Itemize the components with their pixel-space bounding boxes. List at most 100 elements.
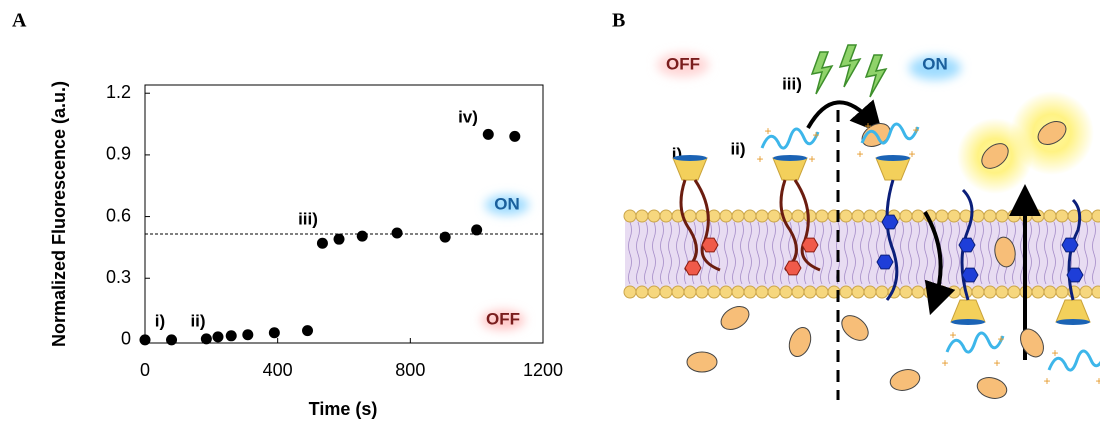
lipid-head xyxy=(755,285,769,299)
point xyxy=(356,230,368,242)
lipid-head xyxy=(863,209,877,223)
lipid-head xyxy=(815,285,829,299)
point xyxy=(225,330,237,342)
receptor xyxy=(950,299,986,323)
lipid-tail xyxy=(636,221,640,285)
lipid-head xyxy=(911,285,925,299)
lipid-tail xyxy=(924,221,928,285)
annotation: iv) xyxy=(458,107,478,126)
receptor xyxy=(772,157,808,181)
lipid-head xyxy=(731,209,745,223)
lipid-head xyxy=(815,209,829,223)
lipid-tail xyxy=(708,221,712,285)
lipid-head xyxy=(767,209,781,223)
charge: + xyxy=(912,123,919,137)
molecule xyxy=(720,306,750,330)
receptor-rim xyxy=(673,155,707,161)
peptide xyxy=(760,127,820,150)
receptor xyxy=(672,157,708,181)
lipid-tail xyxy=(1084,221,1088,285)
receptor-rim xyxy=(1056,319,1090,325)
x-tick-label: 0 xyxy=(140,360,150,380)
lipid-tail xyxy=(628,221,632,285)
point xyxy=(333,233,345,245)
lipid-head xyxy=(1007,209,1021,223)
lipid-tail xyxy=(684,221,688,285)
lipid-tail xyxy=(724,221,728,285)
molecule xyxy=(841,315,869,341)
lipid-head xyxy=(1031,209,1045,223)
ring xyxy=(784,260,802,276)
lipid-tail xyxy=(956,221,960,285)
lipid-head xyxy=(983,285,997,299)
lipid-head xyxy=(695,209,709,223)
lipid-tail xyxy=(1092,221,1096,285)
ring xyxy=(958,237,976,253)
lipid-head xyxy=(851,285,865,299)
charge: + xyxy=(941,356,948,370)
y-tick-label: 0.9 xyxy=(106,144,131,164)
charge: + xyxy=(812,128,819,142)
point xyxy=(482,128,494,140)
state-label: OFF xyxy=(666,54,700,73)
lipid-head xyxy=(863,285,877,299)
chain xyxy=(885,179,899,301)
x-tick-label: 800 xyxy=(395,360,425,380)
molecule xyxy=(1020,328,1044,358)
lipid-tail xyxy=(1052,221,1056,285)
lipid-tail xyxy=(1044,221,1048,285)
bolt xyxy=(810,51,834,95)
point xyxy=(391,227,403,239)
lipid-head xyxy=(779,285,793,299)
plot-frame xyxy=(144,84,544,344)
charge: + xyxy=(908,147,915,161)
lipid-head xyxy=(671,285,685,299)
lipid-head xyxy=(683,285,697,299)
receptor-rim xyxy=(951,319,985,325)
lipid-tail xyxy=(756,221,760,285)
x-tick-label: 1200 xyxy=(523,360,563,380)
lipid-tail xyxy=(676,221,680,285)
lipid-head xyxy=(1079,209,1093,223)
point xyxy=(268,327,280,339)
charge: + xyxy=(1043,374,1050,388)
annotation: i) xyxy=(155,311,165,330)
lipid-head xyxy=(695,285,709,299)
lipid-head xyxy=(767,285,781,299)
y-tick-label: 0.3 xyxy=(106,267,131,287)
annotation: iii) xyxy=(298,209,318,228)
lipid-head xyxy=(803,209,817,223)
lipid-tail xyxy=(652,221,656,285)
receptor xyxy=(1055,299,1091,323)
lipid-head xyxy=(983,209,997,223)
point xyxy=(200,333,212,345)
chain xyxy=(960,188,974,301)
lipid-tail xyxy=(780,221,784,285)
lipid-tail xyxy=(844,221,848,285)
lipid-head xyxy=(743,285,757,299)
charge: + xyxy=(864,119,871,133)
lipid-head xyxy=(647,209,661,223)
lipid-head xyxy=(1043,285,1057,299)
step-label: ii) xyxy=(730,139,745,158)
panel-label: A xyxy=(12,10,27,32)
lipid-head xyxy=(899,209,913,223)
lipid-tail xyxy=(916,221,920,285)
charge: + xyxy=(756,152,763,166)
ring xyxy=(881,214,899,230)
lipid-tail xyxy=(716,221,720,285)
lipid-head xyxy=(623,209,637,223)
receptor-rim xyxy=(773,155,807,161)
ring xyxy=(701,237,719,253)
point xyxy=(316,237,328,249)
panel-label: B xyxy=(612,10,625,32)
lipid-head xyxy=(947,285,961,299)
lipid-tail xyxy=(868,221,872,285)
point xyxy=(509,130,521,142)
ring xyxy=(876,254,894,270)
lipid-head xyxy=(659,285,673,299)
step-label: i) xyxy=(672,144,682,163)
lipid-head xyxy=(1007,285,1021,299)
molecule xyxy=(889,369,921,391)
